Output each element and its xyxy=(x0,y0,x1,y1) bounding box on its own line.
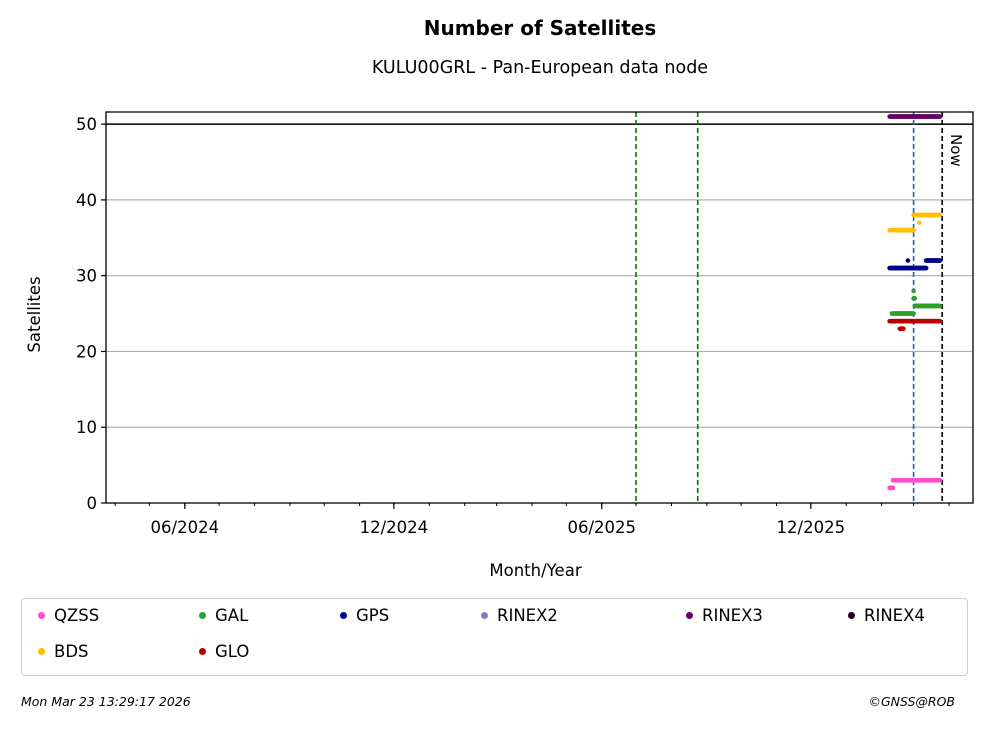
legend-marker-qzss xyxy=(38,612,45,619)
legend: QZSS GAL GPS RINEX2 RINEX3 RINEX4 BDS GL… xyxy=(21,598,968,676)
legend-item-bds: BDS xyxy=(38,642,89,661)
x-tick-label-0: 06/2024 xyxy=(151,518,220,537)
point-glo-1-6 xyxy=(901,326,906,332)
point-gal-0-38 xyxy=(911,311,916,316)
point-gps-1-0 xyxy=(905,258,911,263)
legend-item-gps: GPS xyxy=(340,606,389,625)
y-tick-label-1: 10 xyxy=(76,418,97,437)
legend-item-rinex2: RINEX2 xyxy=(481,606,558,625)
legend-marker-rinex2 xyxy=(481,612,488,619)
legend-item-rinex3: RINEX3 xyxy=(686,606,763,625)
point-glo-0-88 xyxy=(937,318,943,324)
x-tick-label-2: 06/2025 xyxy=(567,518,636,537)
legend-marker-bds xyxy=(38,648,45,655)
point-gal-3-44 xyxy=(937,303,943,309)
chart-title: Number of Satellites xyxy=(423,16,657,40)
legend-label-gal: GAL xyxy=(215,606,249,625)
legend-label-glo: GLO xyxy=(215,642,250,661)
footer-timestamp: Mon Mar 23 13:29:17 2026 xyxy=(21,694,191,709)
footer-credit: ©GNSS@ROB xyxy=(868,694,955,709)
x-tick-label-3: 12/2025 xyxy=(777,518,846,537)
y-tick-label-2: 20 xyxy=(76,342,97,361)
point-gps-3-24 xyxy=(937,258,943,263)
legend-label-gps: GPS xyxy=(356,606,390,625)
chart-subtitle: KULU00GRL - Pan-European data node xyxy=(371,58,709,78)
point-gps-2-32 xyxy=(923,265,929,271)
y-tick-label-0: 0 xyxy=(87,494,98,513)
legend-label-bds: BDS xyxy=(54,642,89,661)
legend-item-qzss: QZSS xyxy=(38,606,99,625)
legend-label-qzss: QZSS xyxy=(54,606,100,625)
point-rinex3-0-88 xyxy=(937,114,943,119)
point-bds-2-0 xyxy=(917,220,922,225)
legend-marker-rinex4 xyxy=(848,612,855,619)
legend-label-rinex2: RINEX2 xyxy=(497,606,558,625)
point-qzss-1-82 xyxy=(937,477,943,483)
legend-label-rinex3: RINEX3 xyxy=(702,606,763,625)
x-tick-label-1: 12/2024 xyxy=(360,518,429,537)
legend-item-gal: GAL xyxy=(199,606,248,625)
point-qzss-0-6 xyxy=(890,485,896,491)
plot-frame xyxy=(105,111,974,504)
x-axis-label: Month/Year xyxy=(489,561,581,580)
point-gal-1-2 xyxy=(912,296,918,301)
y-tick-label-4: 40 xyxy=(76,191,97,210)
point-bds-0-42 xyxy=(911,227,916,233)
point-bds-1-46 xyxy=(937,212,943,218)
chart-canvas: Now 0 10 20 30 40 50 06/2024 12/2024 06/2025 12/20… xyxy=(25,111,974,580)
y-tick-label-3: 30 xyxy=(76,267,97,286)
now-label: Now xyxy=(947,134,965,167)
point-gal-2-0 xyxy=(911,288,916,294)
legend-marker-rinex3 xyxy=(686,612,693,619)
legend-marker-glo xyxy=(199,648,206,655)
legend-label-rinex4: RINEX4 xyxy=(864,606,925,625)
legend-item-rinex4: RINEX4 xyxy=(848,606,925,625)
y-axis-label: Satellites xyxy=(25,276,44,352)
y-tick-label-5: 50 xyxy=(76,115,97,134)
legend-marker-gal xyxy=(199,612,206,619)
legend-marker-gps xyxy=(340,612,347,619)
legend-item-glo: GLO xyxy=(199,642,249,661)
